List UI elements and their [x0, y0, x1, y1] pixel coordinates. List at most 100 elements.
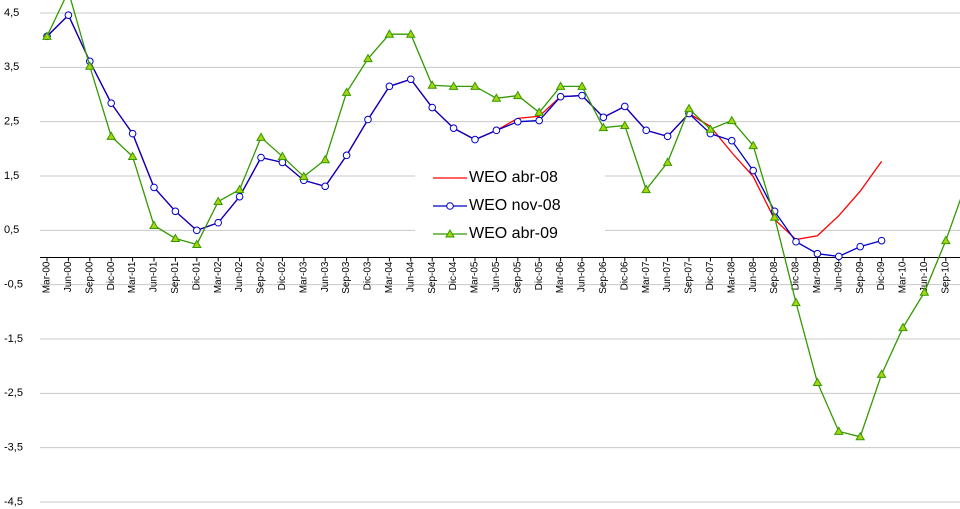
marker — [726, 115, 737, 125]
x-tick-label: Dic-08 — [791, 261, 802, 290]
x-tick-label: Sep-02 — [256, 261, 267, 294]
y-tick-label: -1,5 — [4, 333, 23, 345]
marker — [321, 182, 330, 191]
x-tick-label: Mar-03 — [298, 261, 309, 293]
y-tick-label: 4,5 — [4, 7, 19, 19]
marker — [514, 117, 522, 126]
marker — [448, 81, 459, 90]
marker — [257, 153, 265, 162]
series-line — [46, 0, 960, 438]
x-tick-label: Jun-03 — [320, 261, 331, 292]
x-tick-label: Sep-03 — [341, 261, 352, 294]
x-tick-label: Jun-00 — [63, 261, 74, 292]
marker — [534, 107, 545, 116]
marker — [919, 287, 930, 296]
x-tick-label: Mar-04 — [384, 261, 395, 293]
x-tick-label: Sep-06 — [598, 261, 609, 294]
marker — [749, 166, 758, 175]
marker — [170, 233, 181, 242]
marker — [705, 124, 716, 133]
x-tick-label: Jun-02 — [234, 261, 245, 292]
x-tick-label: Mar-00 — [42, 261, 53, 293]
marker — [792, 237, 800, 246]
x-tick-label: Sep-04 — [427, 261, 438, 294]
marker — [64, 11, 73, 19]
marker — [106, 131, 117, 140]
marker — [769, 212, 780, 221]
legend-marker — [445, 228, 455, 238]
marker — [898, 322, 908, 332]
marker — [149, 220, 159, 229]
x-tick-label: Mar-08 — [726, 261, 737, 293]
marker — [127, 151, 138, 160]
x-tick-label: Sep-07 — [684, 261, 695, 294]
marker — [492, 126, 501, 135]
y-tick-label: -2,5 — [4, 387, 23, 399]
y-tick-label: 1,5 — [4, 170, 19, 182]
marker — [684, 103, 694, 113]
x-tick-label: Jun-05 — [491, 261, 502, 292]
x-tick-label: Sep-05 — [512, 261, 523, 294]
marker — [256, 132, 266, 141]
marker — [812, 377, 823, 386]
marker — [877, 236, 886, 245]
marker — [619, 120, 630, 129]
legend-label: WEO abr-09 — [469, 225, 558, 242]
x-tick-label: Jun-07 — [662, 261, 673, 292]
marker — [555, 81, 566, 90]
marker — [363, 53, 373, 63]
legend-label: WEO abr-08 — [469, 169, 558, 186]
marker — [748, 140, 759, 150]
y-tick-label: -0,5 — [4, 279, 23, 291]
marker — [833, 426, 844, 435]
x-tick-label: Mar-06 — [555, 261, 566, 293]
marker — [191, 239, 202, 248]
y-tick-label: 2,5 — [4, 116, 19, 128]
x-tick-label: Sep-08 — [769, 261, 780, 294]
marker — [213, 196, 224, 206]
x-tick-label: Jun-04 — [405, 261, 416, 292]
marker — [42, 31, 52, 40]
marker — [578, 91, 586, 100]
marker — [642, 126, 651, 135]
marker — [320, 154, 331, 164]
marker — [384, 29, 395, 38]
marker — [791, 297, 801, 307]
x-tick-label: Jun-08 — [748, 261, 759, 292]
marker — [193, 226, 201, 235]
marker — [599, 113, 608, 122]
marker — [364, 115, 372, 124]
x-tick-label: Sep-09 — [855, 261, 866, 294]
marker — [577, 81, 587, 90]
marker — [84, 61, 95, 70]
marker — [278, 158, 287, 167]
x-tick-label: Dic-06 — [619, 261, 630, 290]
marker — [277, 151, 288, 160]
marker — [428, 103, 437, 112]
x-tick-label: Dic-07 — [705, 261, 716, 290]
x-tick-label: Dic-01 — [191, 261, 202, 290]
marker — [876, 369, 887, 378]
legend-label: WEO nov-08 — [469, 197, 561, 214]
y-tick-label: 0,5 — [4, 224, 19, 236]
marker — [427, 80, 438, 89]
x-tick-label: Jun-01 — [149, 261, 160, 292]
marker — [621, 102, 629, 111]
x-tick-label: Sep-01 — [170, 261, 181, 294]
x-tick-label: Mar-01 — [127, 261, 138, 293]
marker — [298, 171, 309, 181]
marker — [512, 90, 523, 100]
x-tick-label: Mar-09 — [812, 261, 823, 293]
marker — [471, 135, 479, 144]
y-tick-label: 3,5 — [4, 61, 19, 73]
marker — [663, 132, 672, 141]
marker — [813, 249, 822, 258]
x-tick-label: Dic-04 — [448, 261, 459, 290]
marker — [728, 136, 736, 145]
x-tick-label: Dic-09 — [876, 261, 887, 290]
marker — [405, 29, 416, 38]
x-tick-label: Sep-10 — [940, 261, 951, 294]
y-tick-label: -4,5 — [4, 496, 23, 508]
marker — [491, 93, 502, 102]
